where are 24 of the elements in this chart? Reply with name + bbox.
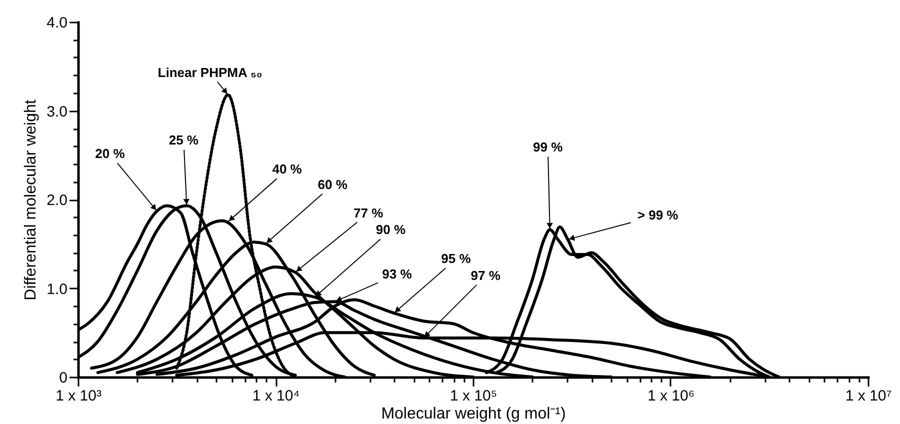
annotation: 60 % [318,176,348,192]
annotation: 40 % [272,162,302,177]
x-tick-label: 1 x 10⁴ [252,388,300,404]
x-axis-title: Molecular weight (g mol⁻¹) [381,406,566,422]
y-tick-label: 3.0 [46,103,68,120]
y-tick-label: 2.0 [46,192,68,209]
annotation: 93 % [382,266,412,282]
annotation: 97 % [470,268,501,283]
annotation: 99 % [533,140,564,155]
x-tick-label: 1 x 10⁷ [845,388,892,404]
annotation: 77 % [354,205,384,220]
x-tick-label: 1 x 10⁵ [450,388,498,404]
y-tick-label: 1.0 [46,280,68,298]
x-tick-label: 1 x 10⁶ [647,388,695,404]
annotation: 90 % [376,222,406,238]
y-tick-label: 0 [59,370,68,386]
y-axis-title: Differential molecular weight [22,99,40,300]
x-tick-label: 1 x 10³ [56,388,102,404]
annotation: 20 % [95,146,126,162]
y-tick-label: 4.0 [46,14,68,32]
annotation: > 99 % [637,207,679,222]
annotation: Linear PHPMA ₅₀ [158,64,262,80]
annotation: 25 % [168,132,199,148]
annotation: 95 % [441,251,472,266]
